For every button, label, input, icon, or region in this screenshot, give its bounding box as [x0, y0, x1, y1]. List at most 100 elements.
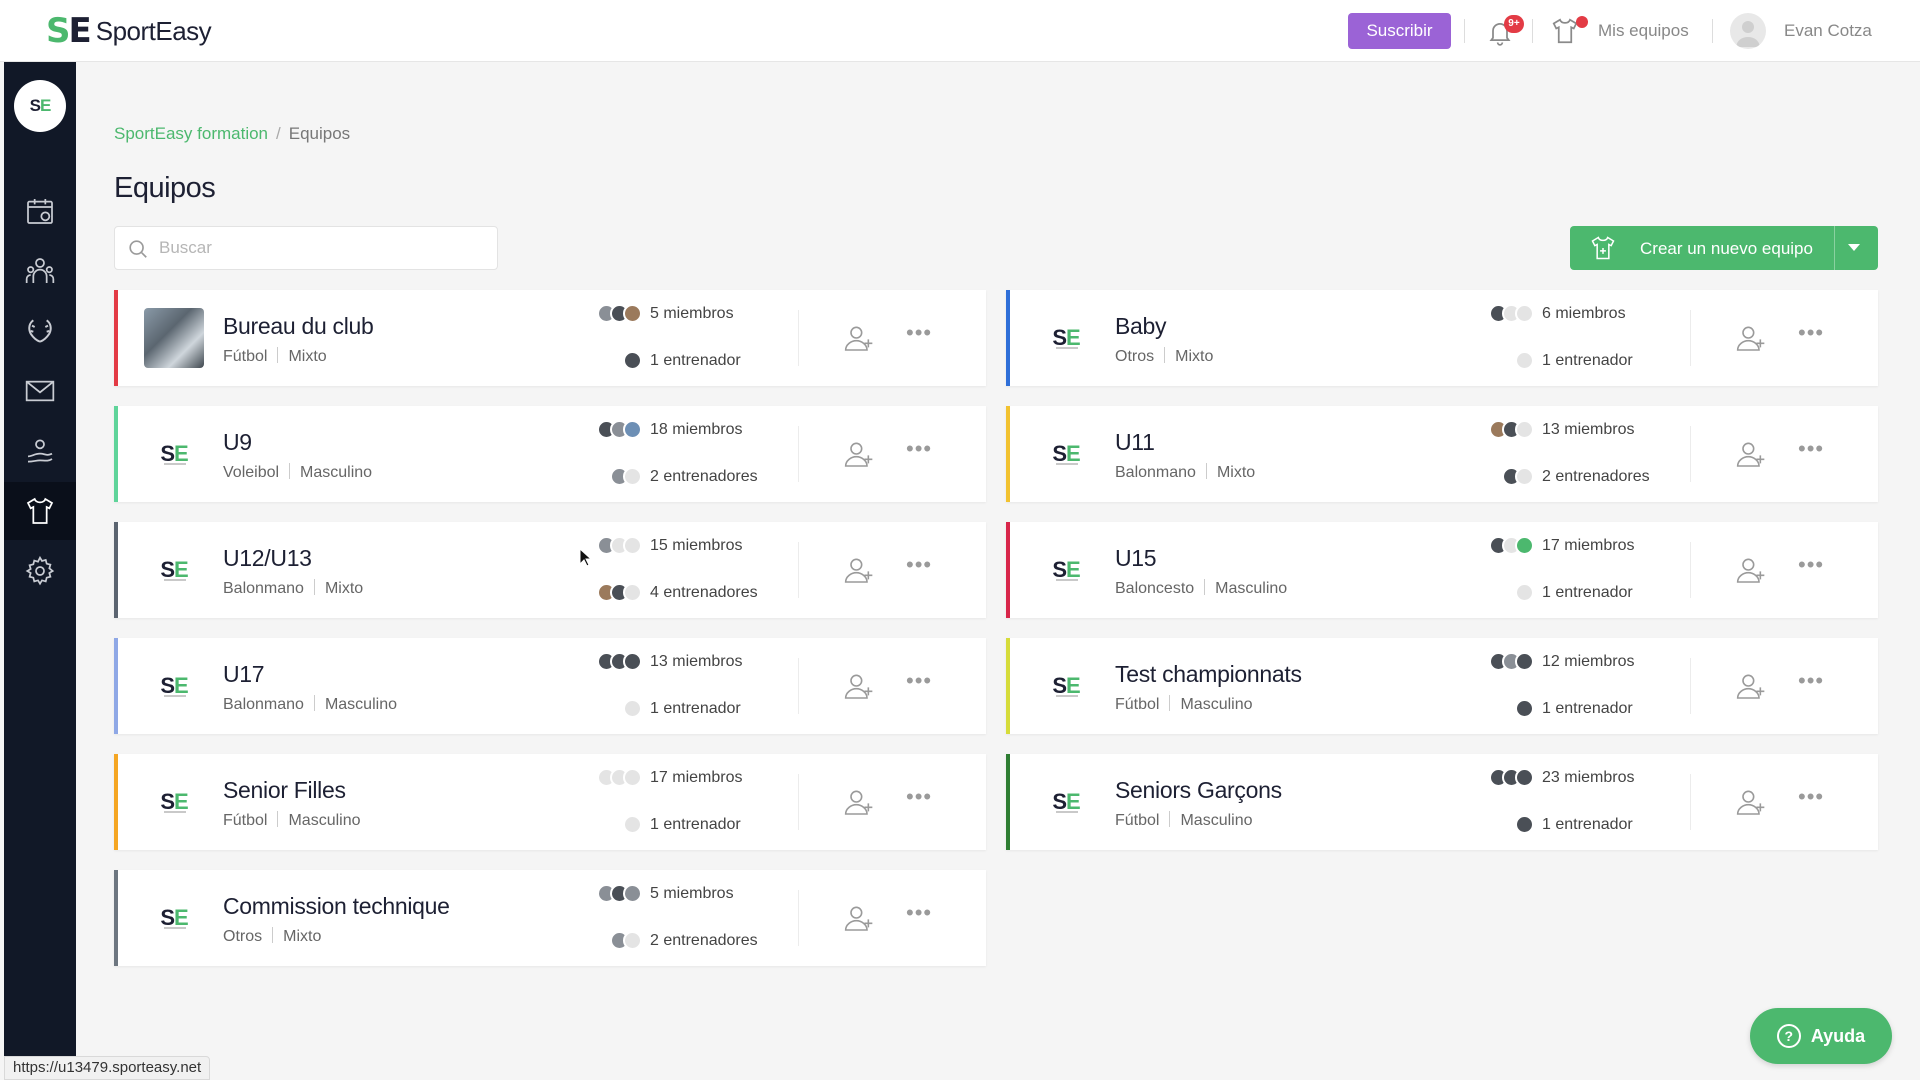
more-options-icon[interactable]: ••• [906, 552, 933, 577]
subscribe-button[interactable]: Suscribir [1348, 13, 1451, 49]
team-card[interactable]: Bureau du club Fútbol Mixto 5 miembros 1 … [114, 290, 986, 386]
coaches-count[interactable]: 1 entrenador [586, 815, 741, 834]
coaches-count[interactable]: 2 entrenadores [586, 931, 758, 950]
team-card[interactable]: SE U12/U13 Balonmano Mixto 15 miembros 4 … [114, 522, 986, 618]
coaches-count[interactable]: 1 entrenador [1478, 699, 1633, 718]
add-user-icon[interactable] [843, 438, 875, 470]
team-name[interactable]: Senior Filles [223, 777, 346, 803]
team-card[interactable]: SE U17 Balonmano Masculino 13 miembros 1 … [114, 638, 986, 734]
add-user-icon[interactable] [1735, 554, 1767, 586]
members-count[interactable]: 23 miembros [1478, 768, 1634, 787]
team-name[interactable]: U9 [223, 429, 252, 455]
more-options-icon[interactable]: ••• [1798, 436, 1825, 461]
sidebar-item-donations[interactable] [4, 422, 76, 480]
team-card[interactable]: SE Commission technique Otros Mixto 5 mie… [114, 870, 986, 966]
more-options-icon[interactable]: ••• [906, 900, 933, 925]
more-options-icon[interactable]: ••• [1798, 320, 1825, 345]
members-count[interactable]: 13 miembros [1478, 420, 1634, 439]
members-count[interactable]: 12 miembros [1478, 652, 1634, 671]
breadcrumb: SportEasy formation / Equipos [114, 124, 350, 144]
more-options-icon[interactable]: ••• [906, 784, 933, 809]
coach-avatars [1478, 699, 1534, 718]
add-user-icon[interactable] [843, 670, 875, 702]
team-tags: Otros Mixto [223, 927, 321, 946]
bell-icon[interactable] [1486, 18, 1514, 46]
add-user-icon[interactable] [843, 786, 875, 818]
user-avatar[interactable] [1730, 13, 1766, 49]
more-options-icon[interactable]: ••• [1798, 784, 1825, 809]
team-name[interactable]: U11 [1115, 429, 1155, 455]
coaches-count[interactable]: 1 entrenador [1478, 351, 1633, 370]
team-card[interactable]: SE U9 Voleibol Masculino 18 miembros 2 en… [114, 406, 986, 502]
team-photo [144, 308, 204, 368]
team-name[interactable]: Commission technique [223, 893, 450, 919]
sidebar-item-calendar[interactable] [4, 182, 76, 240]
sidebar-item-teams[interactable] [4, 482, 76, 540]
team-name[interactable]: U12/U13 [223, 545, 312, 571]
sidebar-item-settings[interactable] [4, 542, 76, 600]
more-options-icon[interactable]: ••• [1798, 668, 1825, 693]
more-options-icon[interactable]: ••• [906, 436, 933, 461]
members-label: 18 miembros [650, 420, 743, 438]
create-team-button[interactable]: Crear un nuevo equipo [1570, 226, 1878, 270]
team-card[interactable]: SE Test championnats Fútbol Masculino 12 … [1006, 638, 1878, 734]
more-options-icon[interactable]: ••• [1798, 552, 1825, 577]
hand-heart-icon [27, 439, 53, 463]
team-card[interactable]: SE Seniors Garçons Fútbol Masculino 23 mi… [1006, 754, 1878, 850]
members-count[interactable]: 5 miembros [586, 884, 734, 903]
sidebar-item-members[interactable] [4, 242, 76, 300]
coach-avatars [586, 351, 642, 370]
coaches-count[interactable]: 1 entrenador [586, 699, 741, 718]
add-user-icon[interactable] [843, 902, 875, 934]
coaches-count[interactable]: 1 entrenador [1478, 583, 1633, 602]
members-count[interactable]: 18 miembros [586, 420, 742, 439]
members-count[interactable]: 15 miembros [586, 536, 742, 555]
coaches-count[interactable]: 1 entrenador [586, 351, 741, 370]
coaches-count[interactable]: 4 entrenadores [586, 583, 758, 602]
team-name[interactable]: Test championnats [1115, 661, 1302, 687]
sidebar-item-competitions[interactable] [4, 302, 76, 360]
team-card[interactable]: SE Senior Filles Fútbol Masculino 17 miem… [114, 754, 986, 850]
card-divider [798, 890, 799, 946]
add-user-icon[interactable] [1735, 322, 1767, 354]
team-tags: Balonmano Mixto [223, 579, 363, 598]
sidebar-item-messages[interactable] [4, 362, 76, 420]
my-teams-link[interactable]: Mis equipos [1598, 21, 1689, 40]
team-name[interactable]: Baby [1115, 313, 1167, 339]
team-name[interactable]: Seniors Garçons [1115, 777, 1282, 803]
sporteasy-logo[interactable]: SE SportEasy [46, 14, 212, 48]
members-count[interactable]: 17 miembros [1478, 536, 1634, 555]
team-card[interactable]: SE U15 Baloncesto Masculino 17 miembros 1… [1006, 522, 1878, 618]
members-count[interactable]: 13 miembros [586, 652, 742, 671]
more-options-icon[interactable]: ••• [906, 668, 933, 693]
button-divider [1834, 226, 1835, 270]
add-user-icon[interactable] [843, 322, 875, 354]
help-button[interactable]: ? Ayuda [1750, 1008, 1892, 1064]
coaches-count[interactable]: 2 entrenadores [586, 467, 758, 486]
member-avatar [1515, 699, 1534, 718]
add-user-icon[interactable] [1735, 438, 1767, 470]
add-user-icon[interactable] [843, 554, 875, 586]
team-card[interactable]: SE Baby Otros Mixto 6 miembros 1 entrenad… [1006, 290, 1878, 386]
search-input[interactable] [159, 227, 489, 269]
team-name[interactable]: Bureau du club [223, 313, 374, 339]
coaches-count[interactable]: 1 entrenador [1478, 815, 1633, 834]
team-tags: Voleibol Masculino [223, 463, 372, 482]
add-user-icon[interactable] [1735, 670, 1767, 702]
team-tags: Otros Mixto [1115, 347, 1213, 366]
team-name[interactable]: U15 [1115, 545, 1157, 571]
more-options-icon[interactable]: ••• [906, 320, 933, 345]
member-avatar [1515, 420, 1534, 439]
add-user-icon[interactable] [1735, 786, 1767, 818]
user-name[interactable]: Evan Cotza [1784, 21, 1872, 40]
jersey-icon[interactable] [1550, 16, 1580, 46]
members-count[interactable]: 17 miembros [586, 768, 742, 787]
team-name[interactable]: U17 [223, 661, 265, 687]
breadcrumb-club-link[interactable]: SportEasy formation [114, 124, 269, 143]
coaches-count[interactable]: 2 entrenadores [1478, 467, 1650, 486]
members-count[interactable]: 6 miembros [1478, 304, 1626, 323]
team-card[interactable]: SE U11 Balonmano Mixto 13 miembros 2 entr… [1006, 406, 1878, 502]
members-count[interactable]: 5 miembros [586, 304, 734, 323]
chevron-down-icon[interactable] [1848, 244, 1860, 251]
